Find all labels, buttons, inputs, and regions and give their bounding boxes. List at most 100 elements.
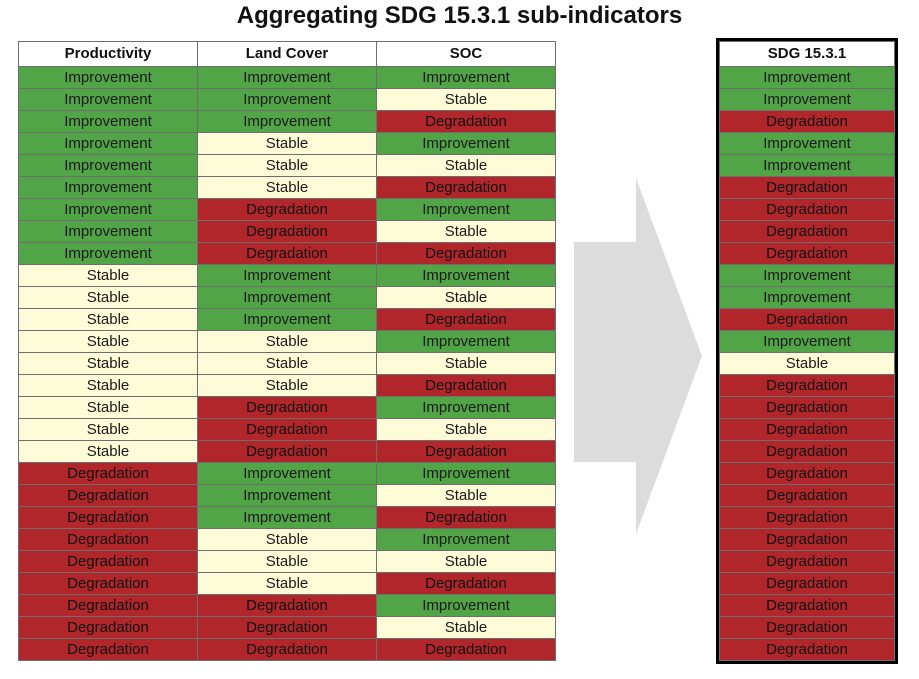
- result-row: Degradation: [719, 462, 895, 485]
- header-productivity: Productivity: [18, 41, 198, 67]
- productivity-cell: Stable: [18, 286, 198, 309]
- productivity-cell: Degradation: [18, 550, 198, 573]
- result-row: Degradation: [719, 418, 895, 441]
- sdg-cell: Degradation: [719, 616, 895, 639]
- soc-cell: Degradation: [376, 506, 556, 529]
- soc-cell: Improvement: [376, 264, 556, 287]
- soc-cell: Degradation: [376, 242, 556, 265]
- result-row: Degradation: [719, 638, 895, 661]
- table-row: Improvement Stable Stable: [18, 154, 556, 177]
- result-row: Degradation: [719, 440, 895, 463]
- result-row: Degradation: [719, 220, 895, 243]
- result-row: Degradation: [719, 528, 895, 551]
- result-row: Degradation: [719, 484, 895, 507]
- table-row: Stable Improvement Improvement: [18, 264, 556, 287]
- productivity-cell: Stable: [18, 418, 198, 441]
- table-row: Stable Degradation Stable: [18, 418, 556, 441]
- table-row: Improvement Stable Degradation: [18, 176, 556, 199]
- land-cover-cell: Stable: [197, 132, 377, 155]
- result-row: Degradation: [719, 242, 895, 265]
- sdg-cell: Degradation: [719, 550, 895, 573]
- soc-cell: Degradation: [376, 110, 556, 133]
- sdg-cell: Degradation: [719, 528, 895, 551]
- result-row: Improvement: [719, 132, 895, 155]
- land-cover-cell: Stable: [197, 550, 377, 573]
- land-cover-cell: Improvement: [197, 308, 377, 331]
- result-row: Degradation: [719, 308, 895, 331]
- land-cover-cell: Degradation: [197, 616, 377, 639]
- table-row: Improvement Improvement Stable: [18, 88, 556, 111]
- result-row: Degradation: [719, 176, 895, 199]
- land-cover-cell: Improvement: [197, 286, 377, 309]
- productivity-cell: Stable: [18, 352, 198, 375]
- table-row: Degradation Degradation Stable: [18, 616, 556, 639]
- header-sdg: SDG 15.3.1: [719, 41, 895, 67]
- result-row: Degradation: [719, 572, 895, 595]
- sdg-cell: Degradation: [719, 374, 895, 397]
- land-cover-cell: Improvement: [197, 110, 377, 133]
- soc-cell: Degradation: [376, 308, 556, 331]
- productivity-cell: Degradation: [18, 484, 198, 507]
- productivity-cell: Degradation: [18, 506, 198, 529]
- sdg-cell: Degradation: [719, 242, 895, 265]
- table-row: Stable Improvement Degradation: [18, 308, 556, 331]
- productivity-cell: Degradation: [18, 528, 198, 551]
- productivity-cell: Improvement: [18, 88, 198, 111]
- table-row: Stable Improvement Stable: [18, 286, 556, 309]
- header-row: Productivity Land Cover SOC: [18, 41, 556, 67]
- productivity-cell: Improvement: [18, 110, 198, 133]
- table-row: Improvement Degradation Improvement: [18, 198, 556, 221]
- land-cover-cell: Improvement: [197, 484, 377, 507]
- result-row: Degradation: [719, 550, 895, 573]
- sdg-cell: Degradation: [719, 396, 895, 419]
- productivity-cell: Stable: [18, 374, 198, 397]
- land-cover-cell: Stable: [197, 176, 377, 199]
- sdg-cell: Degradation: [719, 462, 895, 485]
- soc-cell: Improvement: [376, 132, 556, 155]
- land-cover-cell: Stable: [197, 352, 377, 375]
- result-row: Degradation: [719, 110, 895, 133]
- result-header-row: SDG 15.3.1: [719, 41, 895, 67]
- sdg-cell: Improvement: [719, 330, 895, 353]
- land-cover-cell: Stable: [197, 330, 377, 353]
- land-cover-cell: Improvement: [197, 264, 377, 287]
- productivity-cell: Degradation: [18, 572, 198, 595]
- table-row: Stable Degradation Degradation: [18, 440, 556, 463]
- table-row: Degradation Stable Degradation: [18, 572, 556, 595]
- productivity-cell: Stable: [18, 330, 198, 353]
- table-row: Improvement Degradation Stable: [18, 220, 556, 243]
- sdg-cell: Degradation: [719, 198, 895, 221]
- result-row: Improvement: [719, 286, 895, 309]
- soc-cell: Stable: [376, 220, 556, 243]
- sdg-cell: Degradation: [719, 308, 895, 331]
- diagram-title: Aggregating SDG 15.3.1 sub-indicators: [236, 2, 683, 29]
- sdg-cell: Degradation: [719, 506, 895, 529]
- table-row: Degradation Degradation Improvement: [18, 594, 556, 617]
- soc-cell: Improvement: [376, 396, 556, 419]
- soc-cell: Improvement: [376, 528, 556, 551]
- table-row: Degradation Stable Stable: [18, 550, 556, 573]
- result-row: Degradation: [719, 198, 895, 221]
- productivity-cell: Degradation: [18, 638, 198, 661]
- sdg-cell: Degradation: [719, 440, 895, 463]
- sdg-cell: Degradation: [719, 220, 895, 243]
- soc-cell: Degradation: [376, 638, 556, 661]
- soc-cell: Degradation: [376, 572, 556, 595]
- result-row: Degradation: [719, 396, 895, 419]
- table-row: Improvement Degradation Degradation: [18, 242, 556, 265]
- soc-cell: Stable: [376, 154, 556, 177]
- result-row: Degradation: [719, 594, 895, 617]
- sdg-cell: Improvement: [719, 286, 895, 309]
- sdg-cell: Improvement: [719, 154, 895, 177]
- sdg-cell: Degradation: [719, 176, 895, 199]
- productivity-cell: Stable: [18, 396, 198, 419]
- sdg-cell: Degradation: [719, 594, 895, 617]
- land-cover-cell: Degradation: [197, 594, 377, 617]
- sdg-result-table: SDG 15.3.1 Improvement Improvement Degrada…: [716, 38, 898, 664]
- soc-cell: Degradation: [376, 176, 556, 199]
- land-cover-cell: Stable: [197, 374, 377, 397]
- result-row: Improvement: [719, 264, 895, 287]
- soc-cell: Improvement: [376, 198, 556, 221]
- soc-cell: Improvement: [376, 462, 556, 485]
- sdg-cell: Improvement: [719, 264, 895, 287]
